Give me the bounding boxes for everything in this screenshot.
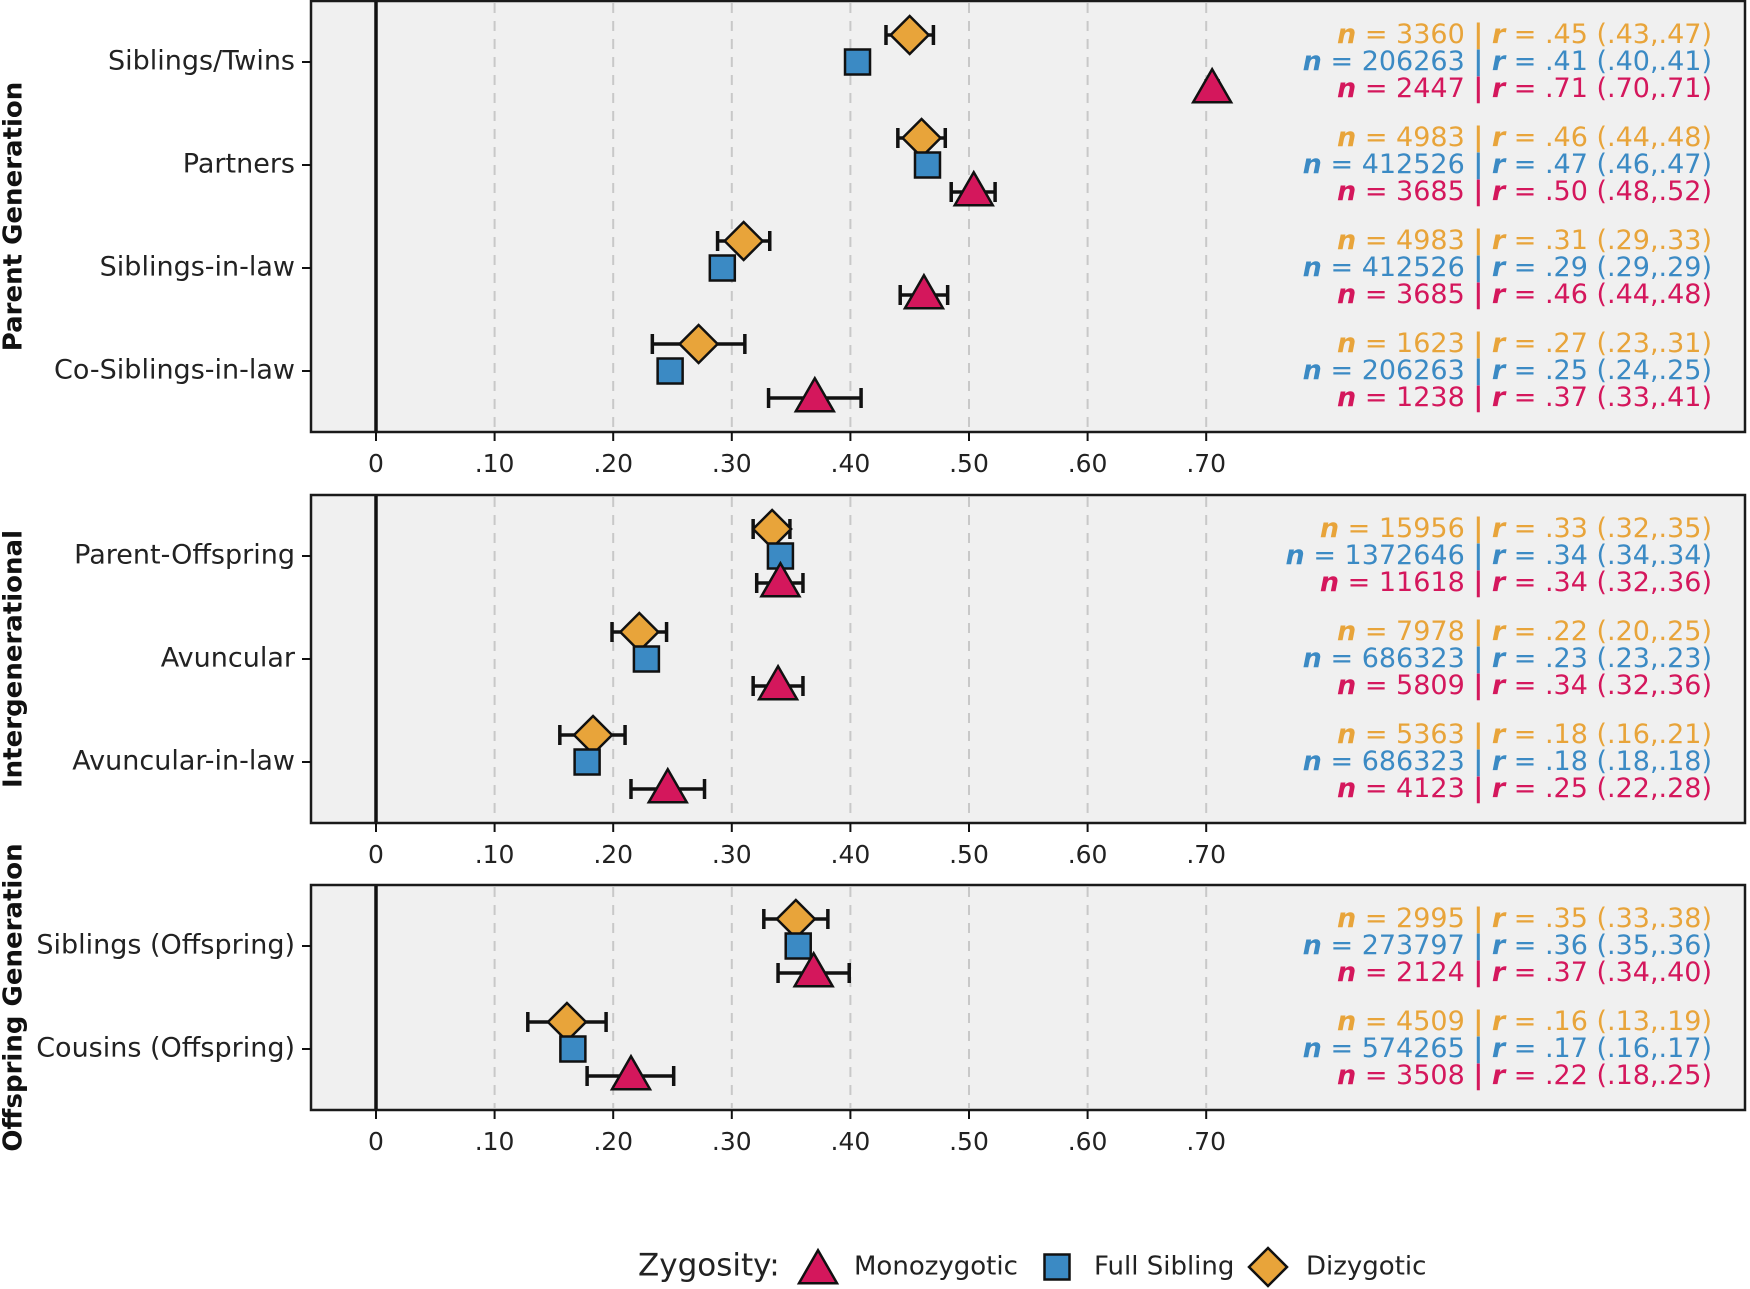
point-monozygotic: [793, 375, 836, 413]
stat-annotation: n = 5363 | r = .18 (.16,.21): [1337, 719, 1712, 750]
stat-annotation: n = 4983 | r = .46 (.44,.48): [1337, 122, 1712, 153]
x-tick-label: .20: [593, 1127, 633, 1156]
x-tick-label: .10: [475, 840, 515, 869]
row-label: Parent-Offspring: [74, 540, 295, 571]
x-tick-label: .50: [949, 449, 989, 478]
x-tick-label: 0: [368, 1127, 384, 1156]
stat-annotation: n = 3685 | r = .50 (.48,.52): [1337, 176, 1712, 207]
stat-annotation: n = 1623 | r = .27 (.23,.31): [1337, 328, 1712, 359]
x-tick-label: .40: [831, 449, 871, 478]
x-tick-label: .60: [1068, 1127, 1108, 1156]
stat-annotation: n = 5809 | r = .34 (.32,.36): [1337, 670, 1712, 701]
point-full-sibling: [766, 542, 795, 570]
stat-annotation: n = 2447 | r = .71 (.70,.71): [1337, 73, 1712, 104]
stat-annotation: n = 15956 | r = .33 (.32,.35): [1320, 513, 1712, 544]
x-tick-label: .30: [712, 840, 752, 869]
row-label: Siblings (Offspring): [36, 930, 295, 961]
stat-annotation: n = 574265 | r = .17 (.16,.17): [1303, 1033, 1712, 1064]
x-tick-label: .70: [1186, 449, 1226, 478]
facet-strip-label: Parent Generation: [0, 82, 29, 352]
point-monozygotic: [902, 272, 946, 310]
x-tick-label: .30: [712, 1127, 752, 1156]
stat-annotation: n = 412526 | r = .29 (.29,.29): [1303, 252, 1712, 283]
legend-dizygotic-icon: [1247, 1246, 1289, 1288]
legend-label: Full Sibling: [1094, 1252, 1234, 1282]
row-label: Avuncular-in-law: [72, 746, 295, 777]
stat-annotation: n = 1372646 | r = .34 (.34,.34): [1286, 540, 1713, 571]
stat-annotation: n = 1238 | r = .37 (.33,.41): [1337, 382, 1712, 413]
point-full-sibling: [559, 1035, 587, 1063]
x-tick-label: .70: [1186, 840, 1226, 869]
x-tick-label: .30: [712, 449, 752, 478]
x-tick-label: .50: [949, 1127, 989, 1156]
panel-background: [309, 0, 1747, 434]
stat-annotation: n = 3508 | r = .22 (.18,.25): [1337, 1060, 1712, 1091]
stat-annotation: n = 4983 | r = .31 (.29,.33): [1337, 225, 1712, 256]
x-tick-label: .40: [831, 840, 871, 869]
point-dizygotic: [888, 14, 931, 56]
stat-annotation: n = 7978 | r = .22 (.20,.25): [1337, 616, 1712, 647]
legend: Zygosity: Monozygotic Full Sibling Dizygoti…: [638, 1246, 1426, 1288]
row-label: Avuncular: [161, 643, 296, 674]
stat-annotation: n = 4123 | r = .25 (.22,.28): [1337, 773, 1712, 804]
point-full-sibling: [843, 48, 872, 76]
legend-label: Monozygotic: [854, 1252, 1018, 1282]
x-tick-label: .70: [1186, 1127, 1226, 1156]
point-full-sibling: [632, 645, 661, 673]
x-tick-label: .60: [1068, 840, 1108, 869]
point-monozygotic: [952, 169, 995, 207]
row-label: Co-Siblings-in-law: [54, 355, 295, 386]
stat-annotation: n = 206263 | r = .41 (.40,.41): [1303, 46, 1712, 77]
x-tick-label: 0: [368, 449, 384, 478]
x-tick-label: .20: [593, 449, 633, 478]
point-dizygotic: [677, 323, 720, 365]
legend-label: Dizygotic: [1306, 1252, 1426, 1282]
row-label: Siblings-in-law: [100, 252, 295, 283]
stat-annotation: n = 686323 | r = .18 (.18,.18): [1303, 746, 1712, 777]
row-label: Partners: [183, 149, 295, 180]
stat-annotation: n = 686323 | r = .23 (.23,.23): [1303, 643, 1712, 674]
stat-annotation: n = 206263 | r = .25 (.24,.25): [1303, 355, 1712, 386]
x-tick-label: .50: [949, 840, 989, 869]
stat-annotation: n = 2124 | r = .37 (.34,.40): [1337, 957, 1712, 988]
stat-annotation: n = 3360 | r = .45 (.43,.47): [1337, 19, 1712, 50]
facet-panel: 0 .10 .20 .30 .40 .50 .60 .70 Offspring Generati…: [0, 843, 1747, 1156]
point-full-sibling: [708, 254, 737, 282]
stat-annotation: n = 11618 | r = .34 (.32,.36): [1320, 567, 1712, 598]
x-tick-label: .20: [593, 840, 633, 869]
panel-background: [309, 883, 1747, 1112]
stat-annotation: n = 3685 | r = .46 (.44,.48): [1337, 279, 1712, 310]
facet-panel: 0 .10 .20 .30 .40 .50 .60 .70 Parent Generation S…: [0, 0, 1747, 478]
legend-monozygotic-icon: [796, 1247, 840, 1285]
stat-annotation: n = 4509 | r = .16 (.13,.19): [1337, 1006, 1712, 1037]
point-full-sibling: [656, 357, 684, 385]
point-full-sibling: [784, 932, 812, 960]
point-monozygotic: [646, 766, 689, 804]
point-monozygotic: [759, 560, 802, 598]
point-monozygotic: [756, 663, 800, 701]
point-full-sibling: [573, 748, 601, 776]
x-tick-label: .10: [475, 449, 515, 478]
x-tick-label: .10: [475, 1127, 515, 1156]
panel-background: [309, 493, 1747, 825]
legend-title: Zygosity:: [638, 1248, 780, 1284]
x-tick-label: .40: [831, 1127, 871, 1156]
row-label: Siblings/Twins: [108, 46, 295, 77]
stat-annotation: n = 412526 | r = .47 (.46,.47): [1303, 149, 1712, 180]
point-dizygotic: [722, 220, 765, 262]
facet-strip-label: Intergenerational: [0, 530, 29, 788]
stat-annotation: n = 273797 | r = .36 (.35,.36): [1303, 930, 1712, 961]
point-monozygotic: [792, 950, 835, 988]
facet-strip-label: Offspring Generation: [0, 843, 29, 1151]
row-label: Cousins (Offspring): [36, 1033, 295, 1064]
point-full-sibling: [913, 151, 942, 179]
x-tick-label: .60: [1068, 449, 1108, 478]
point-monozygotic: [609, 1053, 653, 1091]
facet-panel: 0 .10 .20 .30 .40 .50 .60 .70 Intergenerational P…: [0, 493, 1747, 869]
legend-full-sibling-icon: [1043, 1253, 1071, 1281]
stat-annotation: n = 2995 | r = .35 (.33,.38): [1337, 903, 1712, 934]
x-tick-label: 0: [368, 840, 384, 869]
point-monozygotic: [1190, 66, 1234, 104]
